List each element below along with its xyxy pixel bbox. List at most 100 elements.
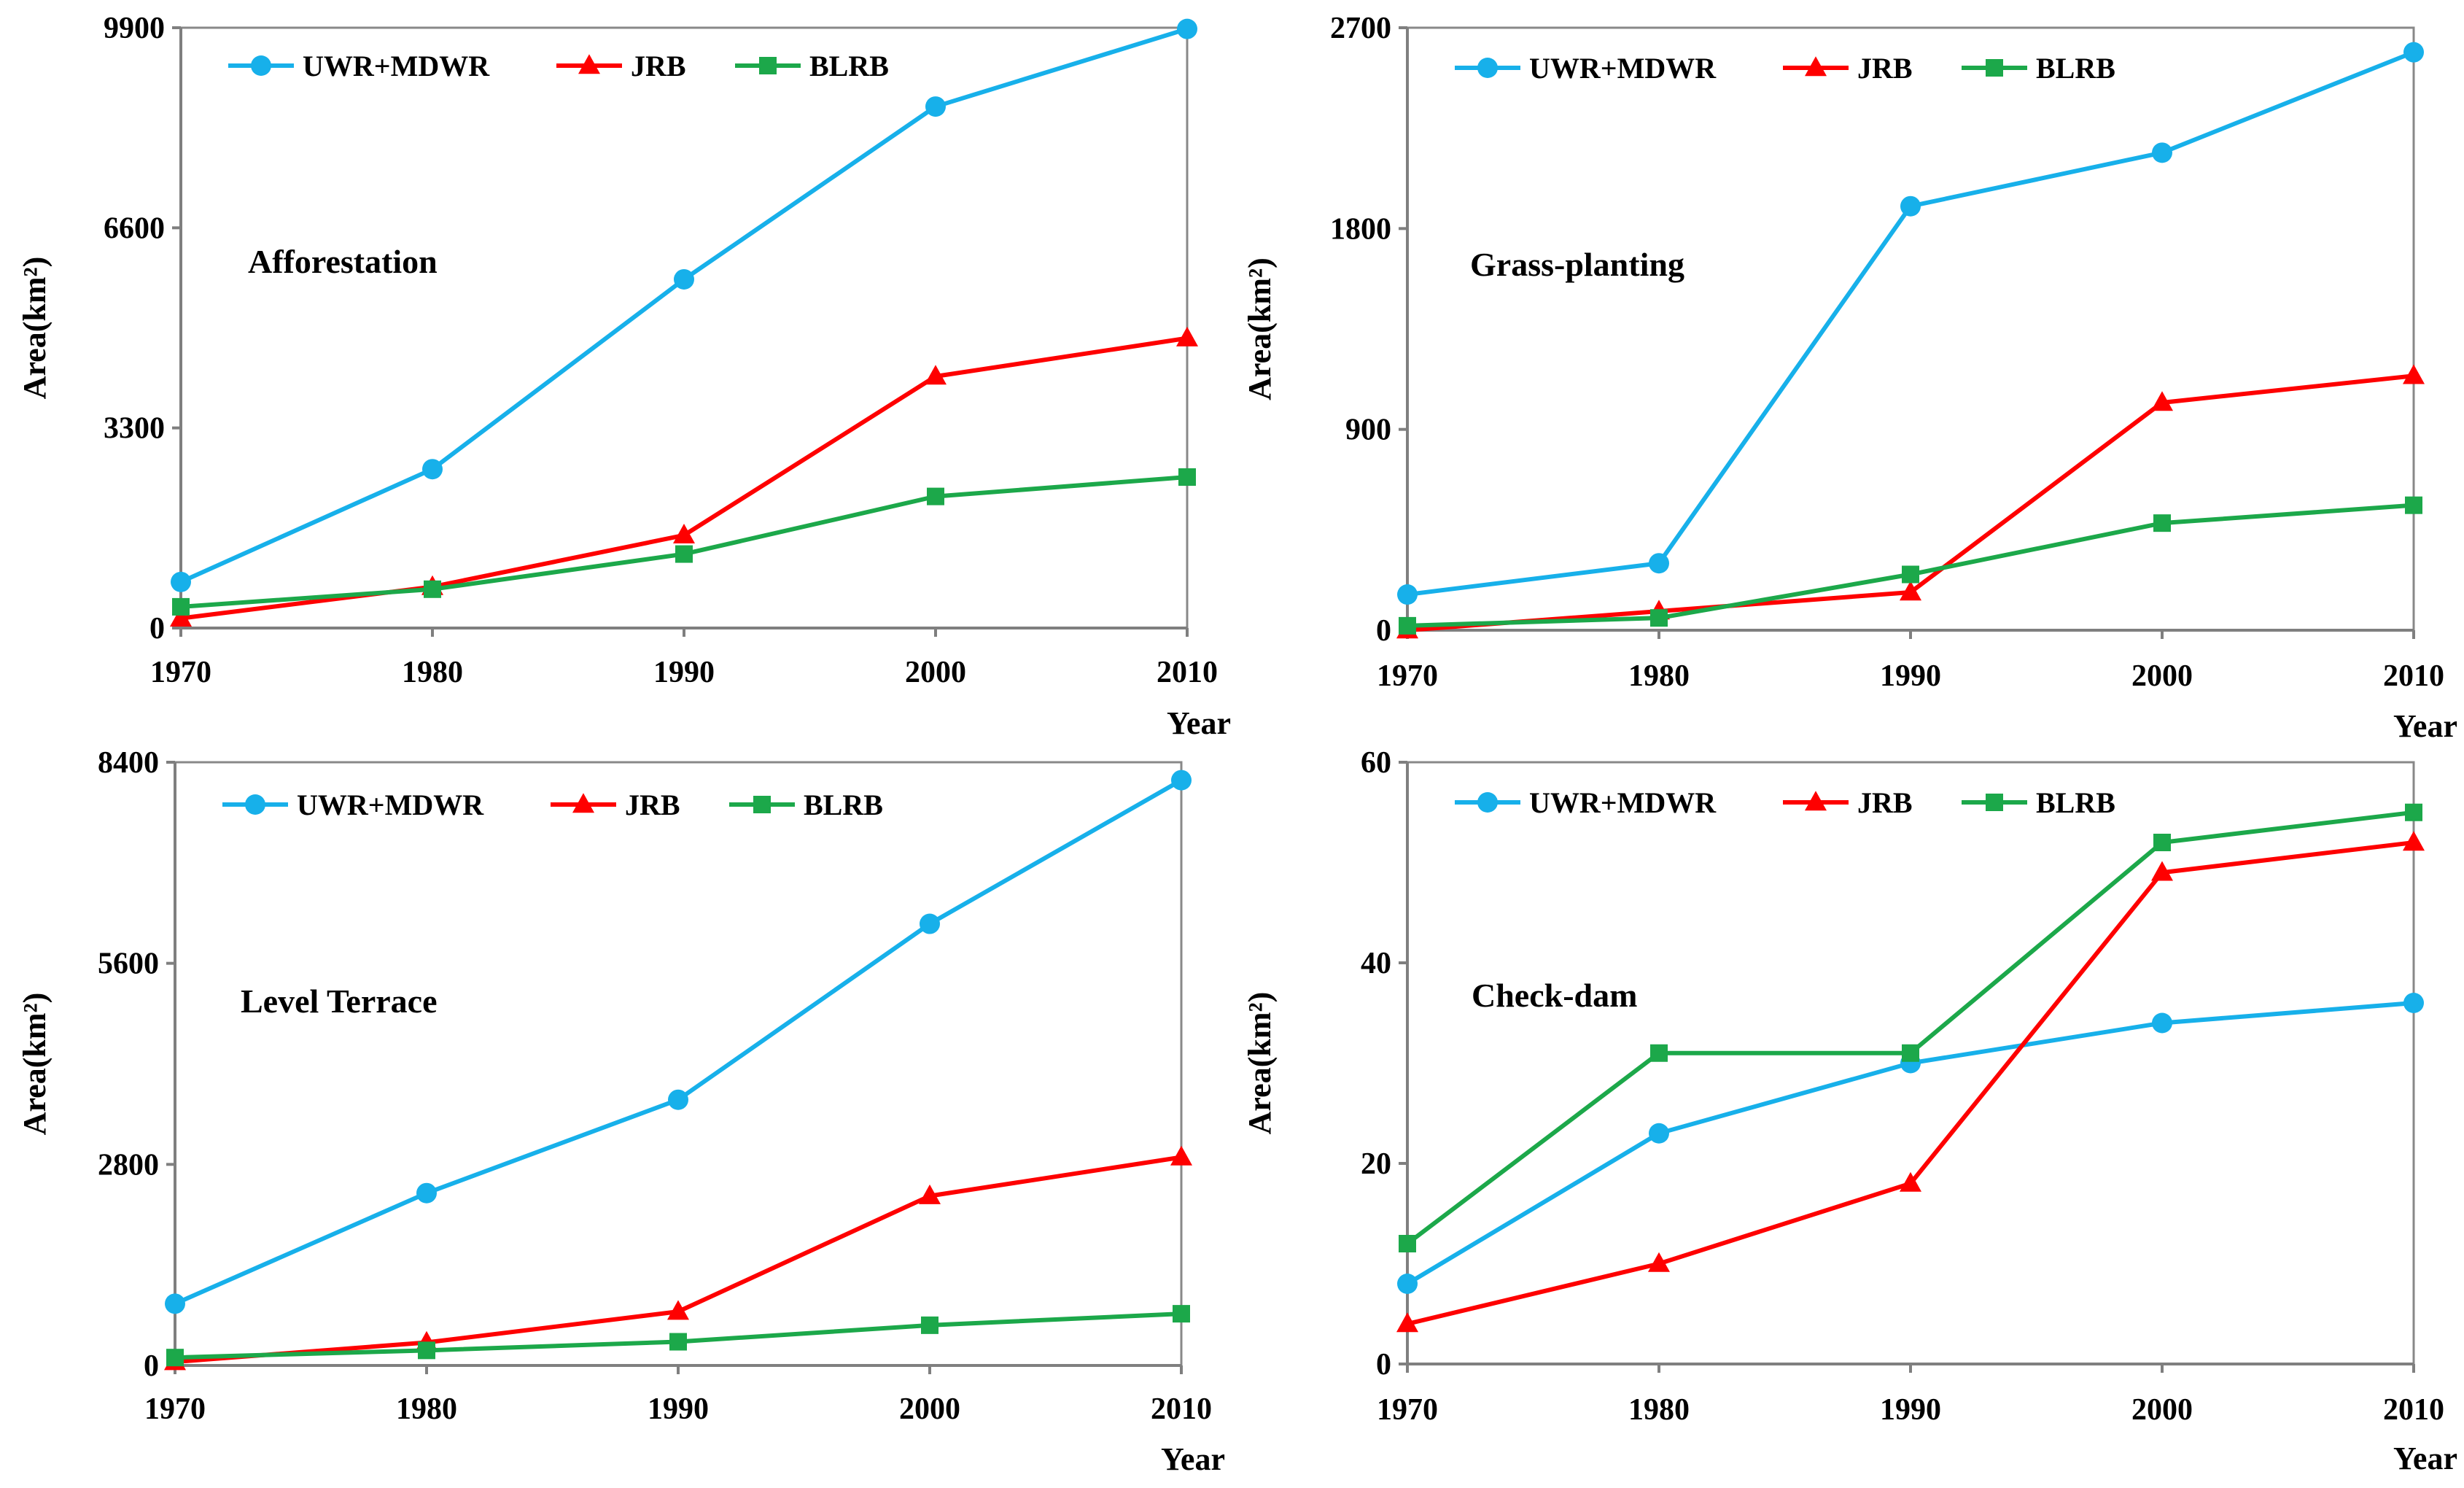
legend-marker — [1986, 59, 2003, 77]
data-point — [170, 606, 192, 627]
legend-marker — [759, 57, 777, 74]
x-tick-label: 1980 — [1628, 1393, 1690, 1427]
data-point — [669, 1333, 687, 1351]
y-tick-label: 9900 — [104, 12, 165, 45]
y-tick-label: 6600 — [104, 212, 165, 245]
y-tick-label: 60 — [1361, 746, 1391, 780]
data-point — [2403, 42, 2424, 63]
x-tick-label: 2010 — [1157, 656, 1218, 689]
x-tick-label: 2010 — [2383, 659, 2444, 693]
legend-marker — [1805, 56, 1827, 77]
y-tick-label: 2800 — [98, 1148, 159, 1182]
data-point — [668, 1089, 688, 1110]
x-tick-label: 1990 — [648, 1392, 709, 1426]
legend-label: UWR+MDWR — [297, 788, 484, 821]
data-point — [2405, 496, 2422, 514]
data-point — [921, 1316, 938, 1334]
x-axis-label: Year — [2393, 1441, 2457, 1476]
legend-marker — [1986, 794, 2003, 811]
y-axis-label: Area(km²) — [17, 257, 53, 400]
x-tick-label: 1990 — [653, 656, 715, 689]
legend-marker — [572, 793, 594, 813]
y-tick-label: 0 — [144, 1349, 159, 1383]
series-uwr-mdwr — [1397, 42, 2424, 605]
series-line — [174, 1155, 1182, 1365]
y-tick-label: 0 — [1376, 1348, 1391, 1382]
series-line — [1407, 503, 2414, 628]
data-point — [1902, 1044, 1919, 1062]
legend-label: BLRB — [2036, 52, 2115, 85]
data-point — [1650, 609, 1668, 627]
panel-title: Check-dam — [1472, 977, 1637, 1014]
y-tick-label: 1800 — [1330, 212, 1391, 246]
legend: UWR+MDWR JRB BLRB — [228, 50, 889, 82]
data-point — [1650, 1044, 1668, 1062]
data-point — [1178, 468, 1196, 487]
data-point — [2152, 142, 2172, 163]
series-line — [179, 26, 1188, 584]
data-point — [1176, 326, 1198, 346]
x-tick-label: 2000 — [2131, 659, 2193, 693]
data-point — [165, 1293, 185, 1314]
legend-label: JRB — [631, 50, 686, 82]
panel-title: Afforestation — [248, 243, 438, 280]
y-tick-label: 0 — [1376, 614, 1391, 648]
data-point — [2403, 364, 2425, 384]
plot-frame — [174, 761, 1183, 1367]
legend-label: JRB — [1857, 52, 1913, 85]
x-tick-label: 1970 — [144, 1392, 206, 1426]
data-point — [1902, 565, 1919, 584]
legend-item-uwr-mdwr: UWR+MDWR — [222, 788, 484, 821]
legend-item-uwr-mdwr: UWR+MDWR — [1455, 52, 1717, 85]
data-point — [2403, 831, 2425, 851]
legend-marker — [753, 796, 771, 813]
legend-item-blrb: BLRB — [1962, 786, 2115, 819]
x-tick-label: 1990 — [1880, 1393, 1941, 1427]
x-axis-label: Year — [1161, 1441, 1225, 1477]
legend-item-uwr-mdwr: UWR+MDWR — [1455, 786, 1717, 819]
series-uwr-mdwr — [1397, 993, 2424, 1294]
legend-marker — [1477, 58, 1498, 78]
x-axis-label: Year — [1167, 705, 1231, 741]
data-point — [1648, 1252, 1670, 1272]
x-tick-label: 2010 — [2383, 1393, 2444, 1427]
data-point — [2152, 1012, 2172, 1034]
x-tick-label: 1970 — [150, 656, 211, 689]
data-point — [172, 597, 190, 616]
y-tick-label: 900 — [1345, 414, 1391, 447]
series-line — [174, 778, 1183, 1306]
data-point — [422, 459, 443, 480]
data-point — [424, 580, 441, 598]
data-point — [166, 1349, 184, 1367]
data-point — [418, 1341, 435, 1360]
x-tick-label: 2000 — [2131, 1393, 2193, 1427]
data-point — [2153, 834, 2171, 851]
legend-label: BLRB — [809, 50, 889, 82]
legend-item-jrb: JRB — [1783, 52, 1913, 85]
chart-grass-planting: 0 900 1800 2700 1970 1980 1990 2000 2010 Year Area… — [1242, 12, 2457, 744]
legend-label: UWR+MDWR — [303, 50, 490, 82]
legend-label: UWR+MDWR — [1529, 786, 1717, 819]
data-point — [1397, 1274, 1418, 1294]
legend-label: UWR+MDWR — [1529, 52, 1717, 85]
x-tick-label: 2000 — [899, 1392, 960, 1426]
series-uwr-mdwr — [165, 770, 1192, 1314]
data-point — [1170, 1145, 1192, 1166]
data-point — [1171, 770, 1192, 791]
legend: UWR+MDWR JRB BLRB — [1455, 786, 2115, 819]
legend-item-blrb: BLRB — [735, 50, 889, 82]
data-point — [673, 524, 695, 544]
data-point — [1397, 584, 1418, 605]
legend-item-jrb: JRB — [551, 788, 680, 821]
series-jrb — [1396, 831, 2425, 1333]
y-axis-label: Area(km²) — [1242, 992, 1278, 1135]
series-jrb — [1396, 364, 2425, 639]
x-tick-label: 1970 — [1377, 659, 1438, 693]
data-point — [1177, 18, 1197, 39]
series-line — [1407, 50, 2415, 597]
y-tick-label: 8400 — [98, 746, 159, 780]
legend-marker — [251, 55, 271, 76]
series-line — [1407, 840, 2414, 1326]
data-point — [1900, 195, 1921, 217]
